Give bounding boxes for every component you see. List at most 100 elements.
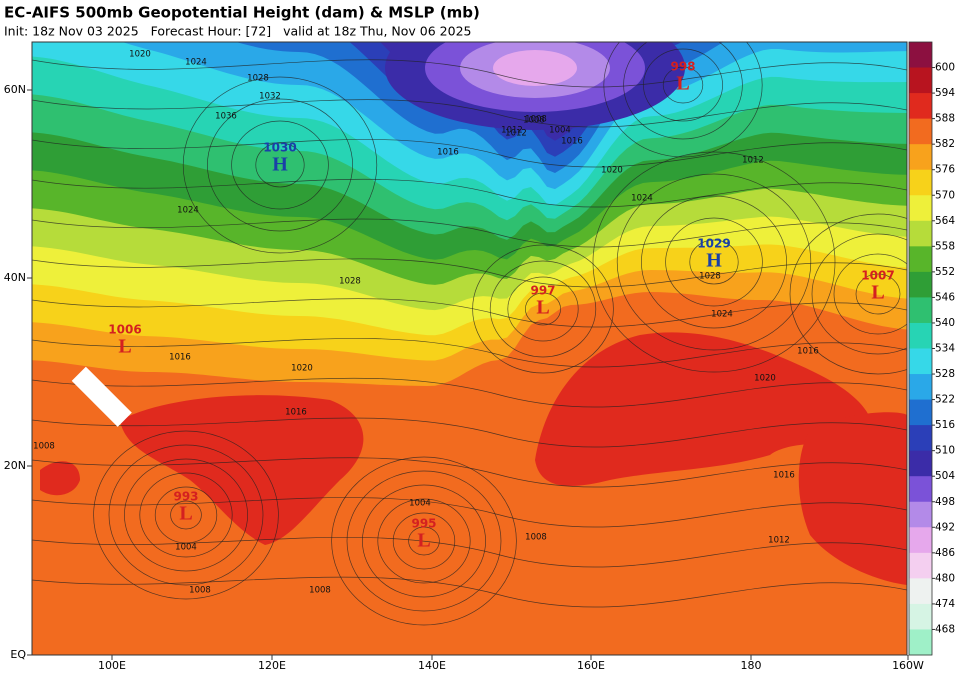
lat-label: 20N — [4, 459, 26, 472]
isobar — [32, 457, 907, 488]
isobar — [623, 42, 743, 140]
center-value: 1007 — [861, 269, 894, 283]
isobar — [32, 99, 907, 128]
isobar — [489, 260, 597, 358]
colorbar-segment — [909, 220, 932, 247]
isobar-label: 1016 — [169, 353, 191, 363]
isobar — [32, 338, 907, 368]
isobar — [641, 195, 787, 329]
isobar — [170, 500, 202, 530]
colorbar-label: 540 — [935, 317, 955, 329]
isobar-label: 1008 — [525, 533, 547, 543]
colorbar-label: 588 — [935, 113, 955, 125]
center-letter: H — [706, 250, 722, 272]
isobar — [93, 430, 279, 600]
colorbar-label: 480 — [935, 572, 955, 584]
isobar — [811, 233, 907, 355]
isobar — [392, 512, 456, 570]
map-frame — [31, 41, 908, 656]
colorbar-label: 546 — [935, 291, 955, 303]
isobar-label: 1020 — [129, 50, 151, 60]
isobar — [32, 417, 907, 448]
height-band — [40, 461, 80, 496]
center-letter: L — [417, 530, 430, 552]
isobar-label: 1012 — [742, 156, 764, 166]
isobar — [32, 178, 907, 208]
isobar — [32, 139, 907, 168]
isobar-label: 1024 — [631, 194, 653, 204]
title: EC-AIFS 500mb Geopotential Height (dam) … — [4, 4, 480, 22]
isobar — [507, 276, 579, 342]
colorbar-label: 504 — [935, 470, 955, 482]
colorbar-segment — [909, 399, 932, 426]
colorbar-label: 522 — [935, 394, 955, 406]
height-band — [798, 412, 907, 585]
isobar — [108, 444, 264, 586]
colorbar-segment — [909, 603, 932, 630]
isobar — [32, 59, 907, 88]
center-value: 995 — [411, 517, 436, 531]
lon-label: 160E — [577, 659, 605, 672]
colorbar-label: 498 — [935, 496, 955, 508]
height-band — [120, 395, 364, 545]
axes: 60N 40N 20N EQ 100E 120E 140E 160E 180 160W — [4, 83, 924, 672]
colorbar-segment — [909, 42, 932, 69]
colorbar-segment — [909, 425, 932, 452]
center-value: 1030 — [263, 141, 296, 155]
isobar — [32, 298, 907, 328]
isobar-label: 1016 — [437, 148, 459, 158]
colorbar-segment — [909, 527, 932, 554]
isobar-label: 1004 — [175, 543, 197, 553]
colorbar-label: 516 — [935, 419, 955, 431]
height-band — [493, 50, 577, 86]
center-value: 1006 — [108, 323, 141, 337]
colorbar-label: 582 — [935, 138, 955, 150]
isobar-label: 1024 — [177, 206, 199, 216]
colorbar-label: 492 — [935, 521, 955, 533]
lat-label: EQ — [10, 648, 26, 661]
lon-label: 100E — [98, 659, 126, 672]
map: 1020102410281032103610241028101610121008… — [32, 42, 907, 655]
masked-area — [71, 366, 132, 427]
lat-label: 60N — [4, 83, 26, 96]
isobar — [32, 377, 907, 408]
center-value: 998 — [670, 60, 695, 74]
isobar — [139, 472, 233, 558]
isobar — [377, 498, 471, 584]
isobar-label: 1016 — [285, 408, 307, 418]
colorbar-label: 600 — [935, 62, 955, 74]
isobar — [207, 98, 353, 232]
center-letter: L — [536, 297, 549, 319]
isobar-label: 1008 — [525, 115, 547, 125]
isobar — [472, 244, 614, 374]
colorbar-segment — [909, 67, 932, 94]
isobar — [32, 497, 907, 528]
isobar — [789, 213, 907, 375]
isobar — [331, 456, 517, 626]
colorbar-label: 552 — [935, 266, 955, 278]
isobar — [124, 458, 248, 572]
lon-label: 160W — [892, 659, 924, 672]
center-value: 997 — [530, 284, 555, 298]
colorbar-segment — [909, 144, 932, 171]
isobar-label: 1016 — [773, 471, 795, 481]
center-value: 993 — [173, 490, 198, 504]
center-letter: L — [179, 503, 192, 525]
isobar-label: 1020 — [291, 364, 313, 374]
colorbar-segment — [909, 374, 932, 401]
lon-label: 180 — [741, 659, 762, 672]
isobar-label: 1020 — [754, 374, 776, 384]
isobar-label: 1028 — [247, 74, 269, 84]
colorbar-segment — [909, 297, 932, 324]
colorbar-segment — [909, 450, 932, 477]
colorbar-segment — [909, 322, 932, 349]
colorbar-segment — [909, 476, 932, 503]
isobar-label: 1016 — [561, 137, 583, 147]
colorbar-label: 594 — [935, 87, 955, 99]
isobar — [616, 173, 812, 351]
colorbar-label: 528 — [935, 368, 955, 380]
colorbar-segment — [909, 169, 932, 196]
isobar — [662, 66, 704, 104]
colorbar-label: 474 — [935, 598, 955, 610]
